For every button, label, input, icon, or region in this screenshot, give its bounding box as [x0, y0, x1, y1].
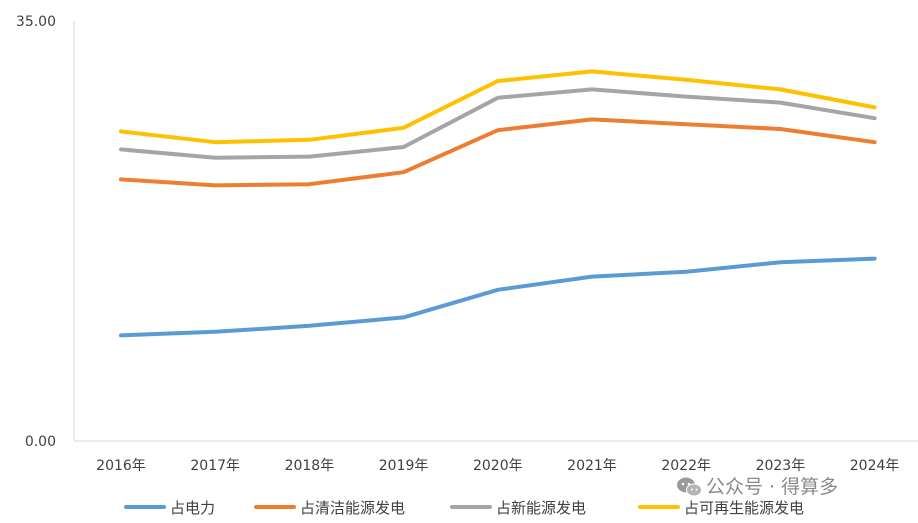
x-tick-label: 2016年: [96, 458, 146, 474]
series-line-3: [119, 87, 877, 160]
x-tick-label: 2018年: [285, 458, 335, 474]
y-tick-label: 0.00: [25, 434, 56, 450]
watermark-text: 公众号 · 得算多: [706, 476, 838, 498]
legend-label: 占清洁能源发电: [300, 499, 405, 517]
x-tick-label: 2017年: [190, 458, 240, 474]
x-tick-label: 2021年: [567, 458, 617, 474]
wechat-icon: [677, 477, 702, 497]
y-tick-label: 35.00: [16, 14, 56, 30]
x-tick-label: 2019年: [379, 458, 429, 474]
series-layer: [119, 69, 877, 338]
axes: [73, 21, 918, 442]
series-line-2: [119, 117, 877, 188]
x-tick-label: 2024年: [850, 458, 900, 474]
x-tick-label: 2020年: [473, 458, 523, 474]
legend-label: 占电力: [170, 499, 215, 517]
x-tick-labels: 2016年 2017年 2018年 2019年 2020年 2021年 2022年 2023年…: [96, 458, 899, 474]
legend-label: 占新能源发电: [496, 499, 586, 517]
legend: 占电力 占清洁能源发电 占新能源发电 占可再生能源发电: [124, 499, 804, 517]
x-tick-label: 2022年: [661, 458, 711, 474]
y-tick-labels: 0.00 35.00: [16, 14, 56, 450]
x-tick-label: 2023年: [756, 458, 806, 474]
legend-label: 占可再生能源发电: [684, 499, 804, 517]
watermark: 公众号 · 得算多: [677, 476, 838, 498]
series-line-4: [119, 69, 877, 145]
series-line-1: [119, 256, 877, 338]
